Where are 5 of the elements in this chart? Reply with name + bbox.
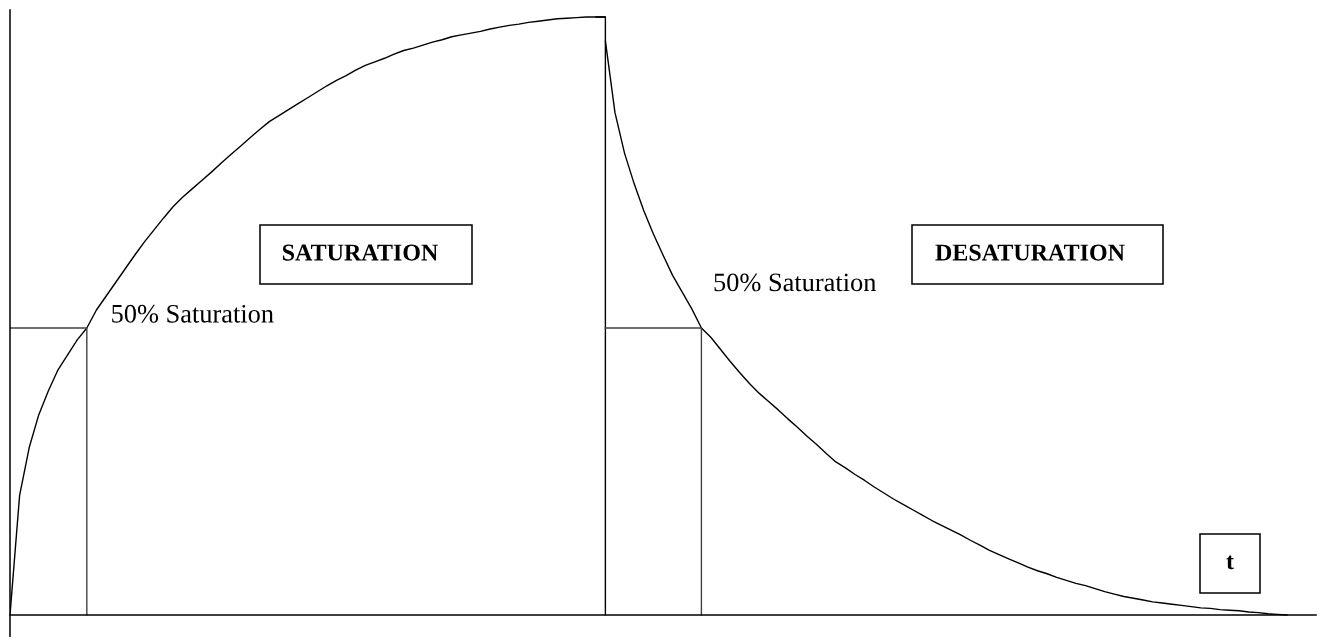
annotation: SATURATION [282,244,439,261]
annotation: 50% Saturation [714,273,877,292]
annotation: DESATURATION [935,244,1125,261]
annotation: 50% Saturation [112,304,274,323]
x-axis-title: t [1226,555,1234,570]
